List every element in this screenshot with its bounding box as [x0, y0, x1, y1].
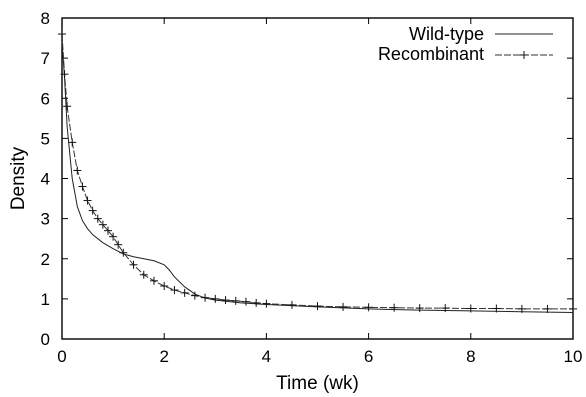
legend: Wild-type Recombinant: [378, 24, 553, 64]
series-line-wild-type: [61, 42, 574, 314]
x-tick-label: 10: [564, 347, 583, 366]
recombinant-marker: [466, 304, 475, 313]
x-tick-label: 0: [57, 347, 66, 366]
recombinant-marker: [73, 166, 82, 175]
recombinant-marker: [252, 298, 261, 307]
x-tick-label: 2: [159, 347, 168, 366]
y-tick-label: 8: [41, 9, 50, 28]
recombinant-marker: [415, 304, 424, 313]
recombinant-marker: [58, 30, 66, 39]
recombinant-marker: [221, 296, 230, 305]
recombinant-marker: [517, 304, 526, 313]
recombinant-marker: [339, 302, 348, 311]
y-tick-label: 1: [41, 290, 50, 309]
recombinant-marker: [114, 240, 123, 249]
recombinant-marker: [190, 291, 199, 300]
y-axis-ticks: 0 1 2 3 4 5 6 7 8: [41, 9, 573, 349]
recombinant-marker: [241, 297, 250, 306]
x-tick-label: 8: [466, 347, 475, 366]
recombinant-marker: [63, 102, 72, 111]
recombinant-marker: [60, 70, 69, 79]
y-tick-label: 4: [41, 170, 50, 189]
recombinant-marker: [139, 270, 148, 279]
recombinant-marker: [129, 260, 138, 269]
recombinant-marker: [109, 232, 118, 241]
recombinant-marker: [569, 304, 577, 313]
y-tick-label: 2: [41, 250, 50, 269]
recombinant-marker: [78, 182, 87, 191]
x-tick-label: 4: [262, 347, 271, 366]
recombinant-marker: [390, 303, 399, 312]
plot-border: [61, 17, 574, 340]
x-axis-ticks: 0 2 4 6 8 10: [57, 18, 582, 366]
recombinant-marker: [68, 138, 77, 147]
recombinant-marker: [170, 286, 179, 295]
y-tick-label: 7: [41, 49, 50, 68]
y-tick-label: 5: [41, 129, 50, 148]
recombinant-marker: [180, 288, 189, 297]
recombinant-marker: [364, 303, 373, 312]
recombinant-marker: [88, 206, 97, 215]
recombinant-marker: [93, 214, 102, 223]
recombinant-marker: [287, 300, 296, 309]
recombinant-marker: [149, 276, 158, 285]
plot-frame: [61, 17, 574, 340]
recombinant-marker: [119, 248, 128, 257]
legend-marker-recombinant: [520, 51, 528, 59]
series-layer: [61, 34, 574, 314]
recombinant-marker: [211, 294, 220, 303]
series-line-recombinant: [61, 34, 573, 310]
x-axis-title: Time (wk): [276, 373, 359, 394]
y-tick-label: 0: [41, 330, 50, 349]
y-tick-label: 3: [41, 210, 50, 229]
recombinant-marker: [231, 296, 240, 305]
recombinant-marker: [98, 220, 107, 229]
recombinant-marker: [83, 196, 92, 205]
recombinant-marker: [441, 304, 450, 313]
recombinant-marker: [160, 282, 169, 291]
y-tick-label: 6: [41, 89, 50, 108]
recombinant-marker: [492, 304, 501, 313]
recombinant-marker: [543, 304, 552, 313]
recombinant-marker: [262, 299, 271, 308]
recombinant-marker: [201, 293, 210, 302]
marker-layer: [58, 30, 577, 313]
recombinant-marker: [313, 302, 322, 311]
legend-label-wild-type: Wild-type: [409, 24, 484, 44]
recombinant-marker: [103, 226, 112, 235]
x-tick-label: 6: [364, 347, 373, 366]
legend-label-recombinant: Recombinant: [378, 44, 484, 64]
y-axis-title: Density: [8, 146, 29, 210]
